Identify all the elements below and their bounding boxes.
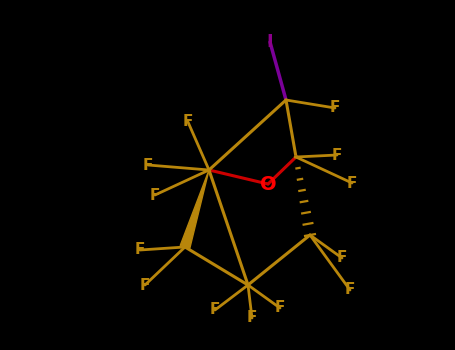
Text: F: F bbox=[135, 243, 145, 258]
Text: F: F bbox=[332, 147, 342, 162]
Text: I: I bbox=[267, 33, 273, 51]
Text: F: F bbox=[337, 251, 347, 266]
Text: F: F bbox=[330, 100, 340, 116]
Text: F: F bbox=[275, 301, 285, 315]
Text: F: F bbox=[347, 175, 357, 190]
Text: F: F bbox=[183, 114, 193, 130]
Text: F: F bbox=[150, 188, 160, 203]
Text: O: O bbox=[260, 175, 276, 194]
Text: F: F bbox=[143, 158, 153, 173]
Text: F: F bbox=[247, 310, 257, 326]
Text: F: F bbox=[140, 278, 150, 293]
Polygon shape bbox=[180, 170, 209, 248]
Text: F: F bbox=[210, 302, 220, 317]
Text: F: F bbox=[345, 282, 355, 298]
